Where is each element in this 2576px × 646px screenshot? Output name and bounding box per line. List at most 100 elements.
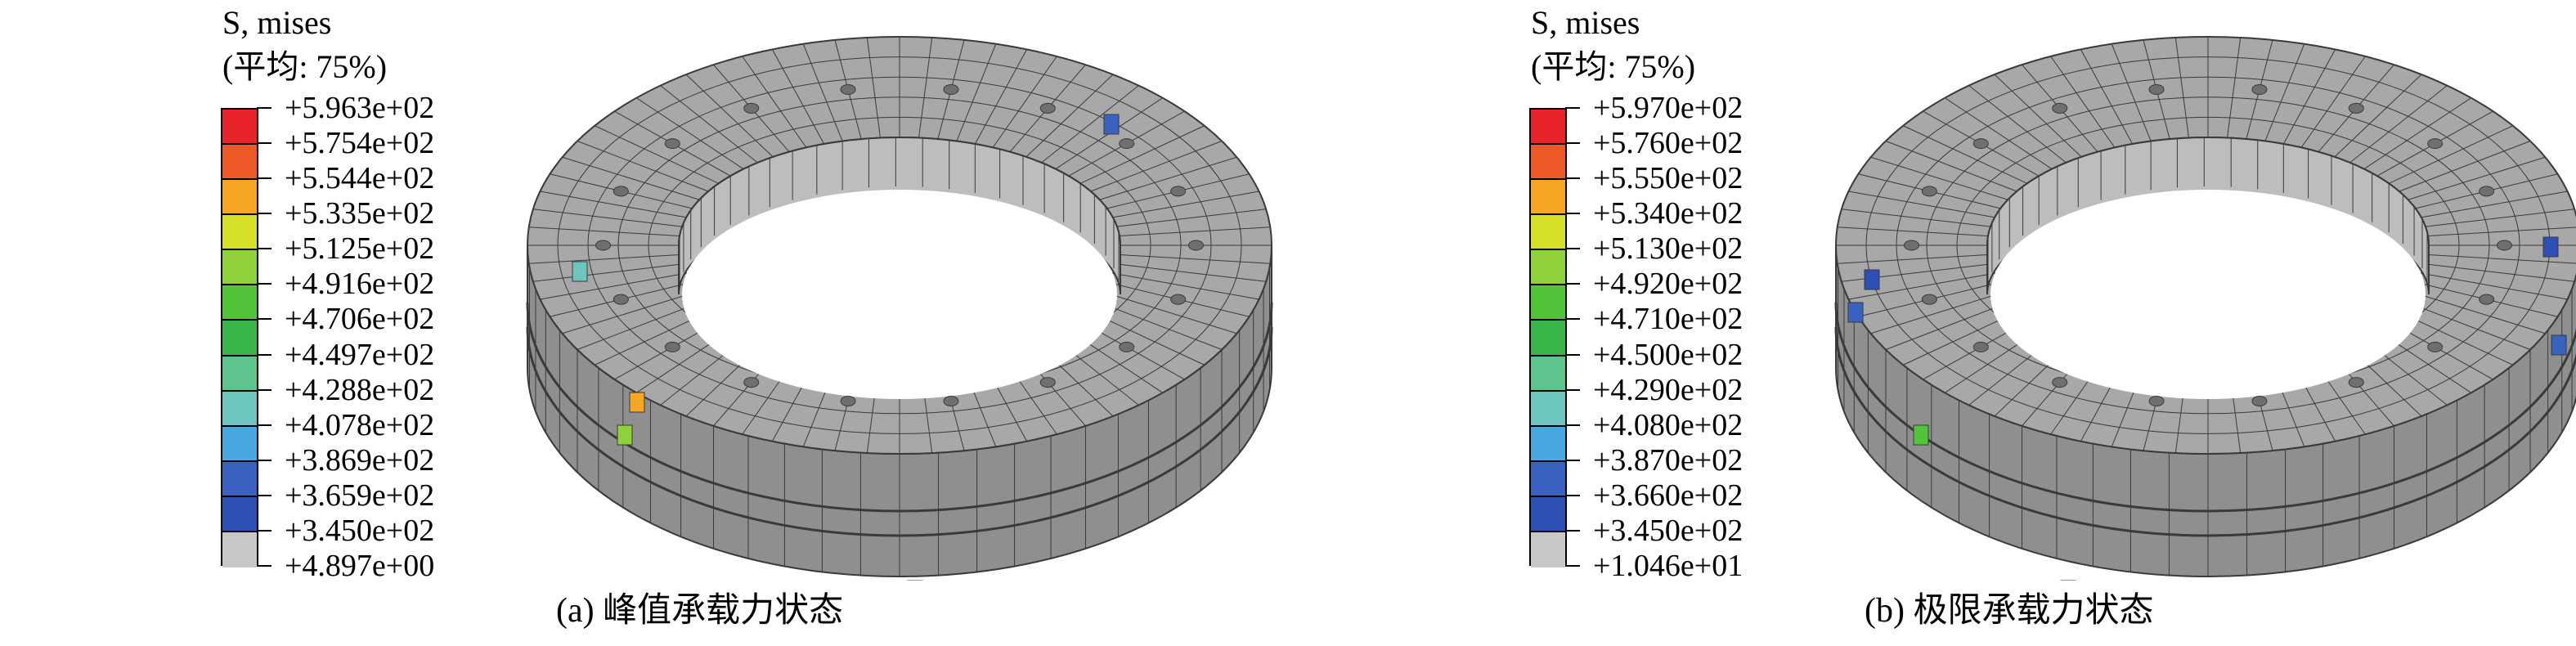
legend-swatch — [222, 145, 257, 181]
legend-value-label: +3.869e+02 — [285, 442, 435, 478]
legend-swatch — [222, 180, 257, 216]
legend-tick — [257, 353, 272, 356]
color-legend-bar — [1529, 108, 1567, 568]
ring-mesh-model — [1834, 36, 2576, 581]
legend-tick — [1565, 283, 1580, 285]
legend-tick — [257, 283, 272, 285]
legend-value-label: +5.340e+02 — [1593, 196, 1744, 231]
legend-tick — [257, 459, 272, 461]
legend-tick — [1565, 565, 1580, 567]
legend-tick — [257, 107, 272, 109]
stress-hotspots — [572, 114, 1120, 581]
legend-swatch — [222, 496, 257, 532]
ring-hole — [682, 190, 1117, 399]
legend-tick — [257, 529, 272, 532]
side-mesh — [1835, 245, 2573, 576]
legend-value-label: +4.497e+02 — [285, 337, 435, 372]
legend-tick — [1565, 318, 1580, 321]
legend-swatch — [1531, 391, 1565, 427]
legend-value-label: +5.550e+02 — [1593, 161, 1744, 196]
legend-tick — [1565, 107, 1580, 109]
legend-swatch — [222, 110, 257, 146]
legend-title: S, mises — [1531, 4, 1640, 41]
legend-swatch — [1531, 110, 1565, 146]
legend-swatch — [222, 461, 257, 497]
legend-value-label: +5.125e+02 — [285, 231, 435, 267]
caption: (b) 极限承载力状态 — [1865, 592, 2154, 630]
legend-swatch — [1531, 356, 1565, 392]
legend-value-label: +4.288e+02 — [285, 372, 435, 407]
legend-tick — [257, 177, 272, 180]
legend-subtitle: (平均: 75%) — [222, 48, 388, 85]
side-mesh — [527, 245, 1272, 576]
legend-swatch — [1531, 145, 1565, 181]
legend-swatch — [1531, 461, 1565, 497]
legend-tick — [1565, 142, 1580, 145]
legend-tick — [1565, 424, 1580, 426]
legend-swatch — [222, 532, 257, 568]
legend-tick — [257, 494, 272, 496]
legend-tick — [1565, 494, 1580, 496]
panel-a: S, mises (平均: 75%) (a) 峰值承载力状态 +5.963e+0… — [221, 4, 1273, 630]
legend-tick — [257, 318, 272, 321]
legend-value-label: +4.897e+00 — [285, 549, 435, 583]
legend-value-label: +4.706e+02 — [285, 302, 435, 337]
legend-swatch — [222, 285, 257, 321]
legend-subtitle: (平均: 75%) — [1531, 48, 1696, 85]
legend-value-label: +4.500e+02 — [1593, 337, 1744, 372]
legend-value-label: +4.916e+02 — [285, 267, 435, 302]
stress-hotspots — [1847, 236, 2567, 581]
legend-swatch — [1531, 285, 1565, 321]
legend-value-label: +5.335e+02 — [285, 196, 435, 231]
inner-mesh — [1987, 137, 2428, 285]
legend-tick — [1565, 529, 1580, 532]
legend-value-label: +3.870e+02 — [1593, 442, 1744, 478]
ring-mesh-model — [526, 36, 1273, 581]
legend-tick — [257, 213, 272, 215]
ring-hole — [1990, 190, 2426, 399]
inner-mesh — [679, 137, 1120, 285]
legend-value-label: +4.710e+02 — [1593, 302, 1744, 337]
legend-tick — [257, 424, 272, 426]
legend-swatch — [222, 391, 257, 427]
legend-value-label: +3.450e+02 — [1593, 513, 1744, 548]
legend-tick — [257, 388, 272, 391]
legend-swatch — [1531, 321, 1565, 357]
legend-value-label: +5.760e+02 — [1593, 126, 1744, 161]
legend-tick — [1565, 459, 1580, 461]
legend-swatch — [222, 426, 257, 462]
legend-value-label: +4.290e+02 — [1593, 372, 1744, 407]
legend-value-label: +4.920e+02 — [1593, 267, 1744, 302]
legend-value-label: +5.754e+02 — [285, 126, 435, 161]
bolt-holes — [595, 83, 1204, 407]
legend-value-label: +3.450e+02 — [285, 513, 435, 548]
caption: (a) 峰值承载力状态 — [556, 592, 844, 630]
legend-swatch — [1531, 250, 1565, 286]
legend-swatch — [1531, 496, 1565, 532]
color-legend-bar — [221, 108, 258, 568]
legend-tick — [1565, 388, 1580, 391]
legend-swatch — [1531, 532, 1565, 568]
legend-tick — [257, 565, 272, 567]
legend-title: S, mises — [222, 4, 332, 41]
legend-value-label: +4.080e+02 — [1593, 407, 1744, 442]
legend-value-label: +5.963e+02 — [285, 91, 435, 125]
legend-value-label: +5.544e+02 — [285, 161, 435, 196]
legend-value-label: +5.130e+02 — [1593, 231, 1744, 267]
legend-value-label: +1.046e+01 — [1593, 549, 1744, 583]
legend-tick — [1565, 177, 1580, 180]
legend-value-label: +3.659e+02 — [285, 478, 435, 513]
legend-swatch — [1531, 426, 1565, 462]
legend-value-label: +5.970e+02 — [1593, 91, 1744, 125]
legend-value-label: +3.660e+02 — [1593, 478, 1744, 513]
legend-tick — [1565, 353, 1580, 356]
legend-tick — [1565, 248, 1580, 250]
legend-tick — [257, 248, 272, 250]
panel-b: S, mises (平均: 75%) (b) 极限承载力状态 +5.970e+0… — [1308, 0, 2576, 646]
legend-value-label: +4.078e+02 — [285, 407, 435, 442]
legend-swatch — [222, 215, 257, 251]
bolt-holes — [1904, 83, 2512, 407]
legend-swatch — [222, 321, 257, 357]
legend-swatch — [1531, 180, 1565, 216]
legend-swatch — [222, 356, 257, 392]
